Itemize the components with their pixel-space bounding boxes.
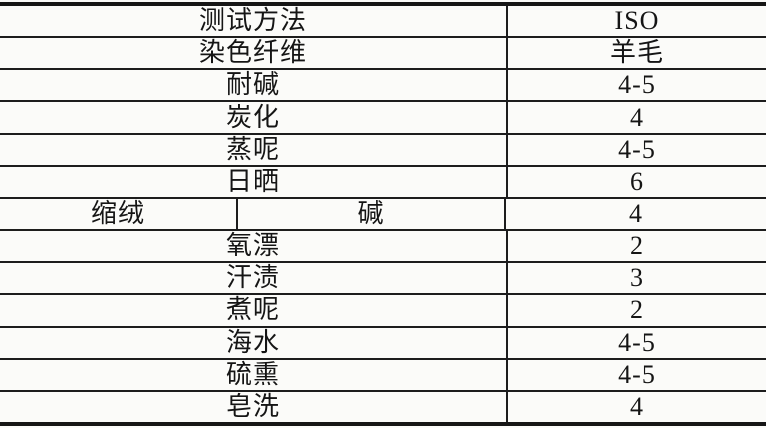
method-cell: 染色纤维 bbox=[0, 38, 508, 69]
table-row-test-method: 测试方法 ISO bbox=[0, 6, 766, 39]
table-row-potting: 煮呢 2 bbox=[0, 295, 766, 328]
value-cell: 4-5 bbox=[618, 134, 656, 164]
value-cell: 2 bbox=[630, 295, 644, 325]
value-cell: 2 bbox=[630, 231, 644, 261]
table-row-dyed-fiber: 染色纤维 羊毛 bbox=[0, 38, 766, 71]
value-cell: 3 bbox=[630, 263, 644, 293]
value-cell: 4-5 bbox=[618, 70, 656, 100]
method-cell: 海水 bbox=[0, 327, 508, 358]
table-row-perspiration: 汗渍 3 bbox=[0, 263, 766, 296]
method-cell: 硫熏 bbox=[0, 359, 508, 390]
table-row-carbonizing: 炭化 4 bbox=[0, 102, 766, 135]
table-row-seawater: 海水 4-5 bbox=[0, 327, 766, 360]
table-row-milling-alkali: 缩绒 碱 4 bbox=[0, 198, 766, 232]
table-row-soap-washing: 皂洗 4 bbox=[0, 391, 766, 423]
value-cell: ISO bbox=[614, 6, 660, 36]
table-row-alkali-resistance: 耐碱 4-5 bbox=[0, 70, 766, 103]
value-cell: 羊毛 bbox=[609, 38, 664, 68]
method-cell: 缩绒 bbox=[0, 198, 238, 230]
value-cell: 4-5 bbox=[618, 359, 656, 389]
method-cell: 皂洗 bbox=[0, 391, 508, 423]
table-row-decatizing: 蒸呢 4-5 bbox=[0, 134, 766, 167]
method-cell: 煮呢 bbox=[0, 295, 508, 326]
method-cell: 汗渍 bbox=[0, 263, 508, 294]
value-cell: 4 bbox=[630, 102, 644, 132]
method-cell: 氧漂 bbox=[0, 231, 508, 262]
method-cell: 蒸呢 bbox=[0, 134, 508, 165]
table-row-sulfur-fuming: 硫熏 4-5 bbox=[0, 359, 766, 392]
value-cell: 4-5 bbox=[618, 327, 656, 357]
method-sub-cell: 碱 bbox=[238, 198, 506, 230]
method-cell: 测试方法 bbox=[0, 6, 508, 37]
table-row-light: 日晒 6 bbox=[0, 166, 766, 199]
method-cell: 耐碱 bbox=[0, 70, 508, 101]
table-row-oxygen-bleach: 氧漂 2 bbox=[0, 231, 766, 264]
value-cell: 6 bbox=[630, 166, 644, 196]
method-cell: 日晒 bbox=[0, 166, 508, 197]
method-cell: 炭化 bbox=[0, 102, 508, 133]
value-cell: 4 bbox=[629, 199, 643, 229]
value-cell: 4 bbox=[630, 391, 644, 421]
